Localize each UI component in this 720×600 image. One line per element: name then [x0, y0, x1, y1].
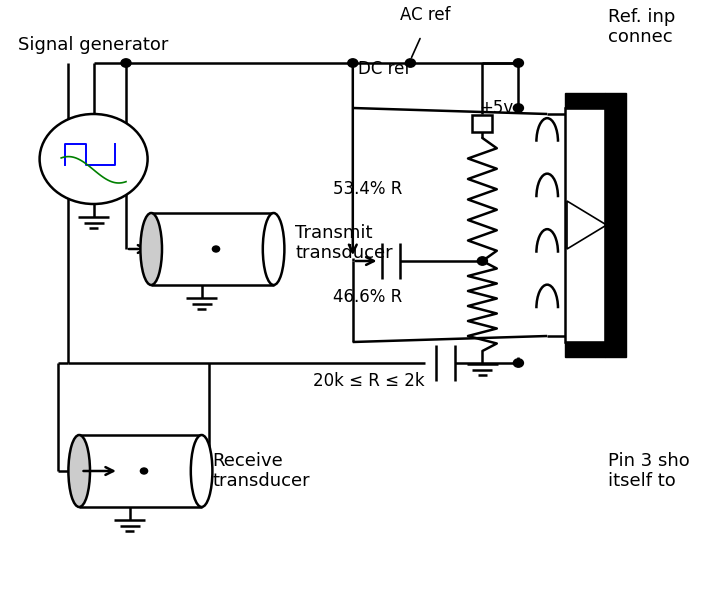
Bar: [565, 342, 605, 357]
Ellipse shape: [68, 435, 90, 507]
Circle shape: [212, 246, 220, 252]
Text: +5v: +5v: [479, 99, 513, 117]
Text: Receive
transducer: Receive transducer: [212, 452, 310, 490]
Text: 20k ≤ R ≤ 2k: 20k ≤ R ≤ 2k: [313, 372, 425, 390]
Text: 8: 8: [607, 97, 616, 113]
Circle shape: [513, 359, 523, 367]
Circle shape: [405, 59, 415, 67]
Bar: [605, 93, 626, 357]
Circle shape: [140, 468, 148, 474]
Ellipse shape: [263, 213, 284, 285]
Bar: [565, 93, 605, 108]
Bar: [565, 108, 605, 342]
Text: Ref. inp
connec: Ref. inp connec: [608, 8, 676, 46]
Circle shape: [477, 257, 487, 265]
Text: Transmit
transducer: Transmit transducer: [295, 224, 393, 262]
Circle shape: [40, 114, 148, 204]
Text: 53.4% R: 53.4% R: [333, 180, 402, 198]
Circle shape: [121, 59, 131, 67]
Text: 46.6% R: 46.6% R: [333, 288, 402, 306]
Text: Signal generator: Signal generator: [18, 36, 168, 54]
Ellipse shape: [191, 435, 212, 507]
Bar: [472, 115, 492, 132]
Text: Pin 3 sho
itself to: Pin 3 sho itself to: [608, 452, 690, 490]
Ellipse shape: [140, 213, 162, 285]
Circle shape: [513, 59, 523, 67]
Circle shape: [513, 104, 523, 112]
Circle shape: [348, 59, 358, 67]
Text: DC ref: DC ref: [358, 60, 410, 78]
Text: AC ref: AC ref: [400, 6, 450, 24]
